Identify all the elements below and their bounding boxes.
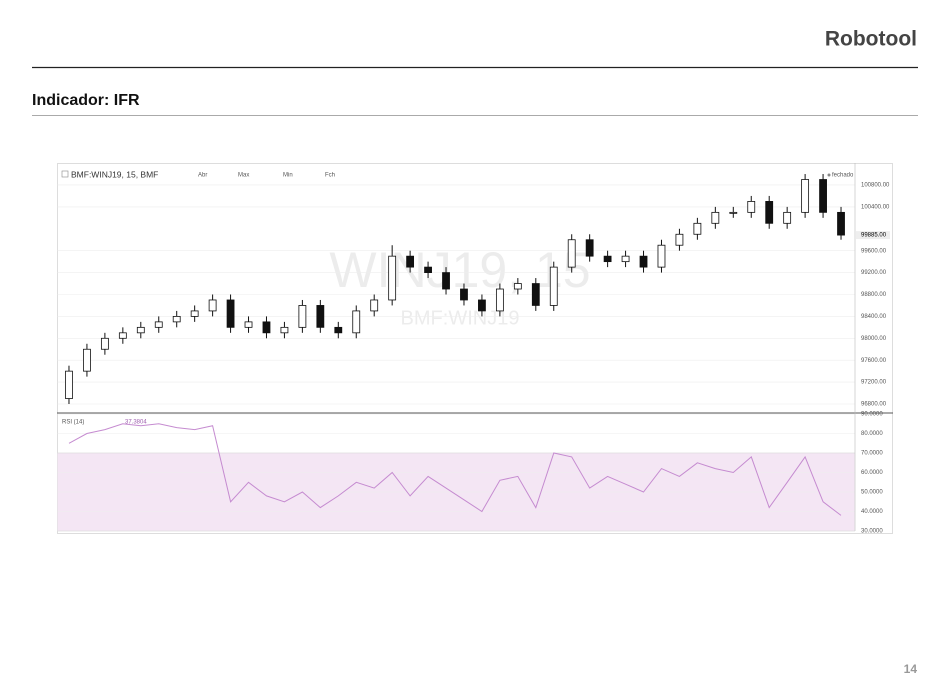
- candle-body: [334, 326, 343, 334]
- candle-body: [316, 305, 325, 328]
- collapse-icon[interactable]: [61, 170, 69, 178]
- candle-body: [298, 305, 307, 328]
- candle-body: [262, 321, 271, 334]
- candle-body: [801, 179, 810, 213]
- candle-body: [531, 283, 540, 306]
- candle-body: [549, 266, 558, 306]
- candle-body: [495, 288, 504, 312]
- candle-body: [154, 321, 163, 328]
- y-tick-label: 98400.00: [861, 314, 887, 320]
- status: fechado: [832, 173, 854, 179]
- y-tick-label: 90.0000: [861, 412, 883, 418]
- y-tick-label: 100400.00: [861, 204, 890, 210]
- status-dot: [827, 173, 831, 177]
- watermark: WINJ19, 15: [329, 242, 590, 298]
- y-tick-label: 97600.00: [861, 358, 887, 364]
- candle-body: [585, 239, 594, 257]
- candle-body: [406, 255, 415, 268]
- candle-body: [675, 233, 684, 246]
- legend-label: Abr: [198, 173, 207, 179]
- legend-label: Max: [238, 173, 249, 179]
- candle-body: [244, 321, 253, 328]
- y-tick-label: 97200.00: [861, 380, 887, 386]
- candle-body: [747, 201, 756, 213]
- y-tick-label: 99600.00: [861, 248, 887, 254]
- candle-body: [837, 211, 845, 236]
- candle-body: [136, 326, 145, 334]
- y-tick-label: 30.0000: [861, 529, 883, 535]
- y-tick-label: 98000.00: [861, 336, 887, 342]
- candle-body: [729, 211, 738, 214]
- candle-body: [190, 310, 199, 317]
- candle-body: [352, 310, 361, 334]
- rsi-title: RSI (14): [62, 420, 84, 426]
- candle-body: [83, 348, 91, 372]
- candle-body: [711, 211, 720, 224]
- y-tick-label: 96800.00: [861, 402, 887, 408]
- y-tick-label: 100800.00: [861, 183, 890, 189]
- legend-label: Fch: [325, 173, 335, 179]
- candle-body: [388, 255, 397, 301]
- candle-body: [424, 266, 432, 273]
- candle-body: [693, 222, 702, 235]
- candle-body: [513, 283, 522, 290]
- candle-body: [460, 288, 468, 301]
- candle-body: [765, 201, 774, 224]
- y-tick-label: 99200.00: [861, 270, 887, 276]
- rsi-value: 37.3804: [125, 420, 147, 426]
- candle-body: [100, 337, 109, 350]
- candle-body: [280, 326, 289, 334]
- candle-body: [370, 299, 379, 312]
- last-price-box: [856, 231, 890, 240]
- candle-body: [172, 315, 181, 323]
- y-tick-label: 80.0000: [861, 431, 883, 437]
- rsi-line: [68, 423, 842, 516]
- candle-body: [567, 239, 576, 268]
- candle-body: [639, 255, 648, 268]
- y-tick-label: 98800.00: [861, 292, 887, 298]
- candle-body: [442, 272, 450, 290]
- y-tick-label: 70.0000: [861, 451, 883, 457]
- y-tick-label: 40.0000: [861, 509, 883, 515]
- candle-body: [65, 370, 73, 399]
- candle-body: [226, 299, 235, 328]
- watermark-subtitle: BMF:WINJ19: [401, 307, 520, 329]
- candle-body: [783, 211, 792, 224]
- candle-body: [621, 255, 630, 263]
- legend-label: Min: [283, 173, 293, 179]
- candle-body: [657, 244, 666, 268]
- candle-body: [118, 332, 127, 339]
- page-number: 14: [904, 662, 918, 676]
- candle-body: [819, 179, 827, 213]
- chart-title: BMF:WINJ19, 15, BMF: [71, 169, 158, 179]
- y-tick-label: 50.0000: [861, 490, 883, 496]
- section-title: Indicador: IFR: [32, 92, 140, 109]
- candle-body: [603, 255, 612, 263]
- brand: Robotool: [825, 28, 917, 51]
- y-tick-label: 60.0000: [861, 470, 883, 476]
- candle-body: [478, 299, 486, 312]
- candle-body: [208, 299, 217, 312]
- last-price-label: 99885.00: [861, 233, 887, 239]
